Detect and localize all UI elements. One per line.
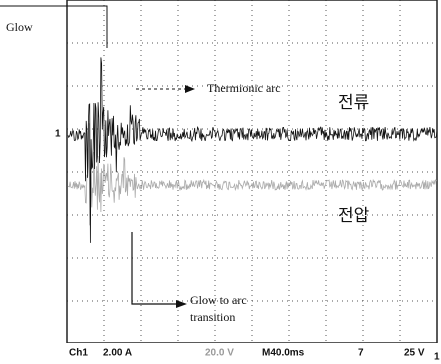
voltage-label: 전압 (338, 206, 370, 226)
corner-mark: 1 (434, 352, 440, 363)
scope-grid (67, 0, 437, 343)
page: {"labels": {"glow": "Glow", "thermionic_… (0, 0, 441, 364)
trigger-level: 25 V (404, 348, 425, 359)
ch2-scale: 20.0 V (205, 348, 234, 359)
channel: Ch1 (69, 348, 88, 359)
transition-arrow (132, 232, 178, 304)
channel-marker: 1 (55, 129, 61, 140)
transition-label: Glow to arc (190, 293, 247, 307)
glow-label: Glow (6, 20, 33, 34)
time-base: M40.0ms (262, 348, 305, 359)
trigger: 7 (358, 348, 364, 359)
transition-label: transition (190, 310, 235, 324)
oscilloscope-figure: Glow Thermionic arc 전류 전압 Glow to arc tr… (0, 0, 441, 364)
transition-arrow-head (176, 300, 187, 308)
current-label: 전류 (338, 93, 369, 113)
thermionic-label: Thermionic arc (207, 81, 281, 95)
scale: 2.00 A (103, 348, 132, 359)
arc-arrow-head (185, 85, 195, 93)
